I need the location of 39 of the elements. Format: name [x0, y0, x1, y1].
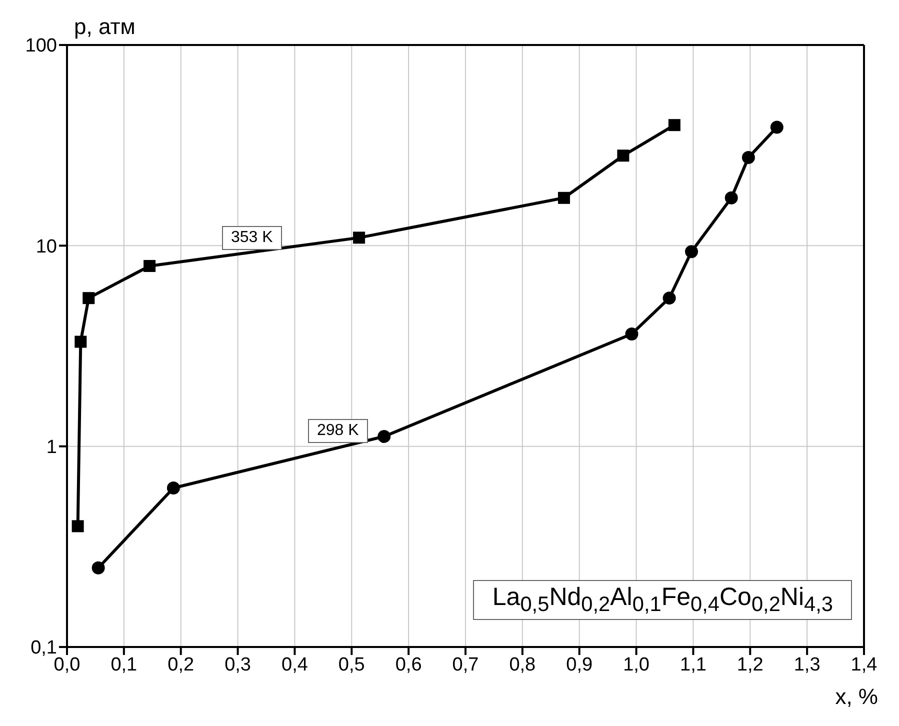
- x-tick-label: 0,8: [509, 654, 536, 676]
- point: [92, 561, 105, 574]
- point: [685, 245, 698, 258]
- x-axis-title: x, %: [835, 684, 878, 710]
- y-tick-label: 10: [36, 236, 57, 258]
- x-tick-label: 0,6: [395, 654, 422, 676]
- point: [558, 192, 570, 204]
- x-tick-label: 0,4: [282, 654, 308, 676]
- x-tick-label: 1,0: [623, 654, 650, 676]
- point: [617, 150, 630, 162]
- y-tick-label: 100: [25, 36, 57, 57]
- point: [742, 151, 755, 164]
- point: [662, 292, 676, 305]
- x-tick-label: 0,2: [168, 654, 194, 676]
- point: [625, 327, 638, 340]
- x-tick-label: 1,2: [736, 654, 764, 676]
- x-tick-label: 0,9: [566, 654, 593, 676]
- point: [770, 120, 784, 134]
- x-tick-label: 1,1: [680, 654, 706, 676]
- point: [668, 119, 680, 132]
- x-tick-label: 1,4: [850, 654, 878, 676]
- point: [72, 520, 84, 532]
- point: [353, 232, 366, 244]
- text: La$_{0,5}$Nd$_{0,2}$Al$_{0,1}$Fe$_{0,4}$Co$_{0,2}$Ni$_{4,3}$: [492, 583, 833, 616]
- x-tick-label: 0,3: [224, 654, 251, 676]
- x-tick-label: 0,1: [110, 654, 138, 676]
- point: [82, 292, 95, 304]
- series-label: 298 K: [308, 419, 368, 443]
- x-tick-label: 1,3: [794, 654, 820, 676]
- x-tick-label: 0,7: [452, 654, 479, 676]
- point: [166, 481, 180, 494]
- point: [74, 336, 87, 348]
- series-label: 353 K: [222, 226, 282, 250]
- point: [378, 430, 391, 443]
- y-tick-label: 1: [46, 437, 57, 458]
- point: [144, 260, 156, 272]
- x-tick-label: 0,5: [338, 654, 365, 676]
- y-axis-title: p, атм: [74, 14, 136, 40]
- point: [724, 191, 738, 204]
